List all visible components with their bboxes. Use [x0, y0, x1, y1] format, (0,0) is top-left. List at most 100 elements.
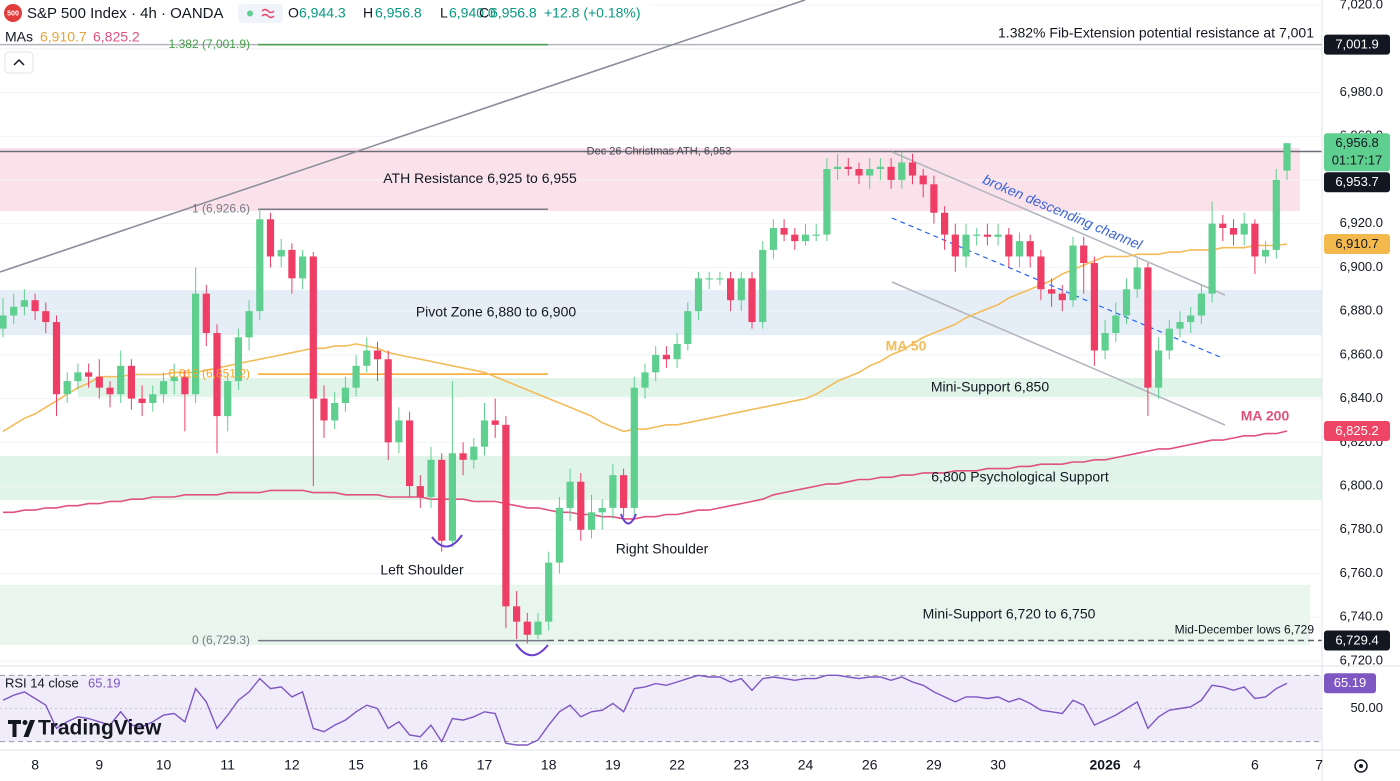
candle-body: [684, 311, 692, 344]
candle-body: [545, 562, 553, 622]
status-icons[interactable]: [238, 4, 283, 23]
price-badge-label: 6,729.4: [1335, 632, 1378, 647]
rsi-legend-label: RSI 14 close: [5, 675, 79, 690]
candle-body: [31, 300, 39, 312]
x-tick-label: 9: [95, 757, 103, 773]
candle-body: [587, 512, 596, 530]
x-tick-label: 24: [798, 757, 814, 773]
candle-body: [662, 354, 670, 360]
candle-body: [10, 306, 18, 316]
channel-lower: [891, 281, 1226, 426]
x-tick-label: 8: [31, 757, 39, 773]
candle-body: [1272, 179, 1280, 250]
x-tick-label: 17: [477, 757, 493, 773]
ma-label: MA 200: [1241, 408, 1290, 424]
y-tick-label: 6,780.0: [1340, 521, 1383, 536]
logo-mark: [22, 720, 28, 725]
candles-layer: [0, 143, 1291, 644]
ohlc-change: +12.8 (+0.18%): [544, 5, 641, 21]
candle-body: [438, 459, 446, 541]
price-badge: [1324, 172, 1390, 193]
level-label: Mid-December lows 6,729: [1175, 623, 1315, 637]
candle-body: [919, 175, 927, 185]
candle-body: [1112, 315, 1120, 333]
candle-body: [641, 372, 649, 388]
candle-body: [149, 394, 157, 403]
candle-body: [705, 278, 713, 280]
candle-body: [1026, 241, 1034, 257]
candle-body: [780, 228, 788, 235]
y-tick-label: 6,900.0: [1340, 259, 1383, 274]
trend-line: [0, 0, 806, 273]
candle-body: [234, 337, 242, 382]
candle-body: [523, 621, 531, 635]
rsi-badge: [1324, 673, 1376, 694]
symbol-title[interactable]: S&P 500 Index · 4h · OANDA: [27, 5, 224, 22]
candle-body: [844, 166, 852, 169]
candle-body: [1090, 263, 1098, 351]
ma-legend-value: 6,825.2: [93, 29, 140, 45]
annotation: Left Shoulder: [380, 562, 464, 578]
candle-body: [951, 234, 959, 257]
ma-label: MA 50: [886, 338, 927, 354]
candle-body: [759, 249, 767, 323]
candle-body: [202, 293, 210, 333]
candle-body: [1133, 267, 1141, 290]
x-tick-label: 15: [348, 757, 364, 773]
candle-body: [309, 256, 317, 399]
candle-body: [555, 507, 563, 563]
collapse-button[interactable]: [4, 51, 34, 74]
level-label: 0 (6,729.3): [192, 633, 250, 647]
ohlc-value: 6,944.3: [299, 5, 346, 21]
candle-body: [159, 381, 168, 395]
candle-body: [1283, 143, 1291, 171]
candle-body: [534, 621, 542, 635]
candle-body: [395, 420, 403, 443]
candle-body: [930, 184, 938, 213]
candle-body: [513, 606, 521, 622]
channel-upper: [891, 151, 1226, 296]
candle-body: [288, 249, 296, 279]
candle-body: [384, 359, 392, 443]
x-tick-label: 2026: [1090, 757, 1121, 773]
price-badge-label: 7,001.9: [1335, 37, 1378, 52]
candle-body: [694, 278, 703, 312]
candle-body: [406, 420, 414, 487]
candle-body: [1251, 223, 1259, 257]
y-tick-label: 7,020.0: [1340, 0, 1383, 11]
settings-icon[interactable]: [1354, 759, 1368, 773]
candle-body: [277, 249, 285, 257]
y-tick-label: 6,720.0: [1340, 652, 1383, 667]
candle-body: [480, 420, 489, 447]
candle-body: [352, 365, 360, 388]
branding-logo[interactable]: TradingView: [8, 717, 162, 740]
y-tick-label: 6,920.0: [1340, 215, 1383, 230]
candle-body: [769, 228, 777, 250]
zone-label: Pivot Zone 6,880 to 6,900: [416, 303, 577, 319]
level-label: 1.382 (7,001.9): [169, 37, 250, 51]
candle-body: [52, 322, 61, 395]
ohlc-label: C: [479, 5, 489, 21]
x-tick-label: 10: [156, 757, 172, 773]
price-badge-label: 6,956.8: [1335, 135, 1378, 150]
candle-body: [299, 256, 307, 279]
candle-body: [213, 333, 221, 417]
candle-body: [192, 293, 200, 395]
candle-body: [1144, 267, 1152, 388]
ma-legend-label[interactable]: MAs: [5, 29, 33, 45]
ohlc-value: 6,956.8: [375, 5, 422, 21]
candle-body: [1015, 241, 1024, 257]
candle-body: [1101, 333, 1109, 351]
logo-mark: [23, 720, 35, 737]
x-tick-label: 6: [1251, 757, 1259, 773]
candle-body: [1165, 328, 1173, 351]
price-badge: [1324, 34, 1390, 55]
zone-label: Mini-Support 6,720 to 6,750: [923, 606, 1096, 622]
header-bg: [0, 0, 650, 26]
candle-body: [866, 169, 874, 176]
candle-body: [117, 365, 125, 395]
candle-body: [448, 453, 456, 541]
candle-body: [791, 234, 799, 242]
candle-body: [716, 278, 724, 280]
